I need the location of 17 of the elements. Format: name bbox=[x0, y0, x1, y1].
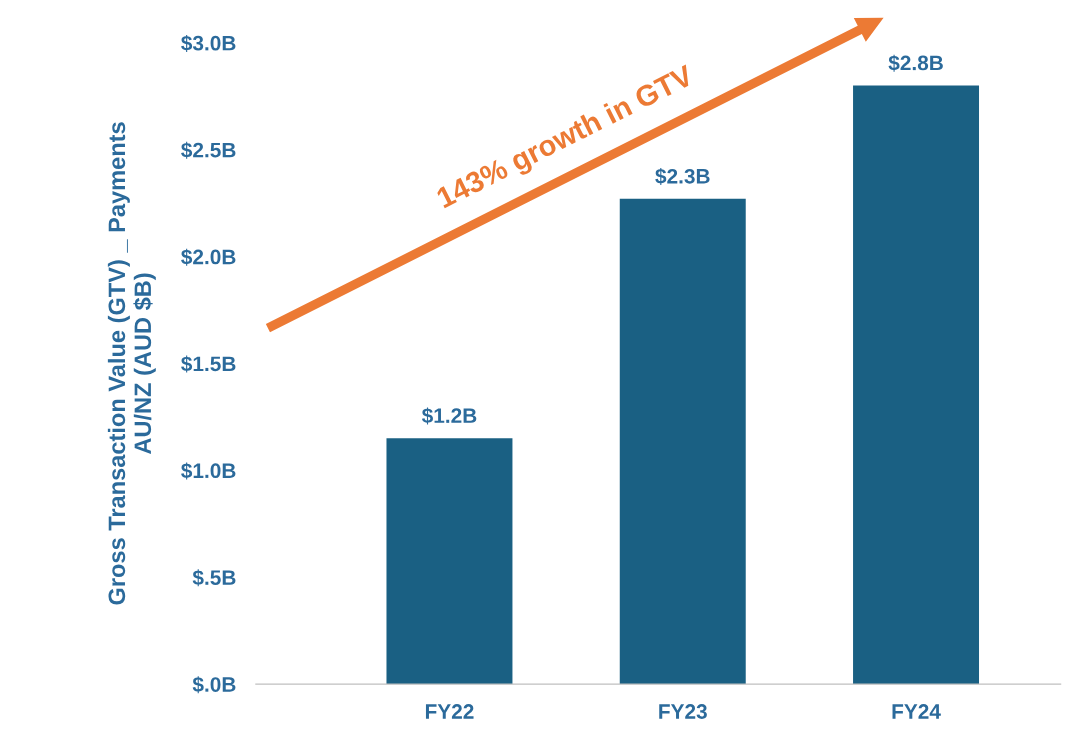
x-tick-label: FY23 bbox=[659, 704, 707, 719]
data-label: $1.2B bbox=[421, 407, 477, 425]
y-tick-label: $2.0B bbox=[181, 248, 236, 266]
y-tick-label: $1.0B bbox=[181, 462, 236, 480]
y-axis-title: Gross Transaction Value (GTV) _ Payments AU/NZ (AUD $B) bbox=[107, 122, 156, 605]
x-tick-label: FY24 bbox=[892, 704, 941, 719]
y-tick-label: $1.5B bbox=[181, 355, 236, 373]
y-tick-label: $.0B bbox=[192, 676, 236, 694]
data-label: $2.8B bbox=[888, 54, 943, 72]
y-tick-label: $.5B bbox=[192, 569, 236, 587]
data-label: $2.3B bbox=[655, 167, 710, 185]
x-tick-label: FY22 bbox=[425, 704, 474, 719]
bar bbox=[386, 438, 513, 685]
y-tick-label: $3.0B bbox=[181, 34, 236, 52]
bar bbox=[619, 198, 746, 685]
y-tick-label: $2.5B bbox=[181, 141, 236, 159]
bar bbox=[853, 85, 980, 685]
